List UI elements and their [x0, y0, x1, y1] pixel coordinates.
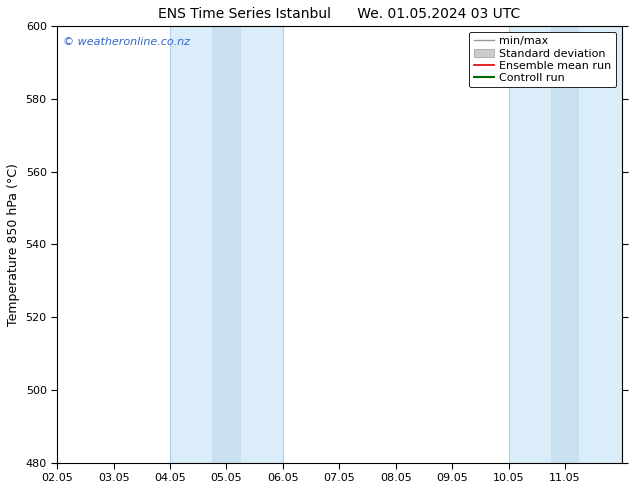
- Bar: [508, 26, 621, 463]
- Bar: [212, 26, 240, 463]
- Title: ENS Time Series Istanbul      We. 01.05.2024 03 UTC: ENS Time Series Istanbul We. 01.05.2024 …: [158, 7, 521, 21]
- Legend: min/max, Standard deviation, Ensemble mean run, Controll run: min/max, Standard deviation, Ensemble me…: [469, 32, 616, 87]
- Y-axis label: Temperature 850 hPa (°C): Temperature 850 hPa (°C): [7, 163, 20, 326]
- Bar: [551, 26, 579, 463]
- Bar: [170, 26, 283, 463]
- Text: © weatheronline.co.nz: © weatheronline.co.nz: [63, 37, 190, 47]
